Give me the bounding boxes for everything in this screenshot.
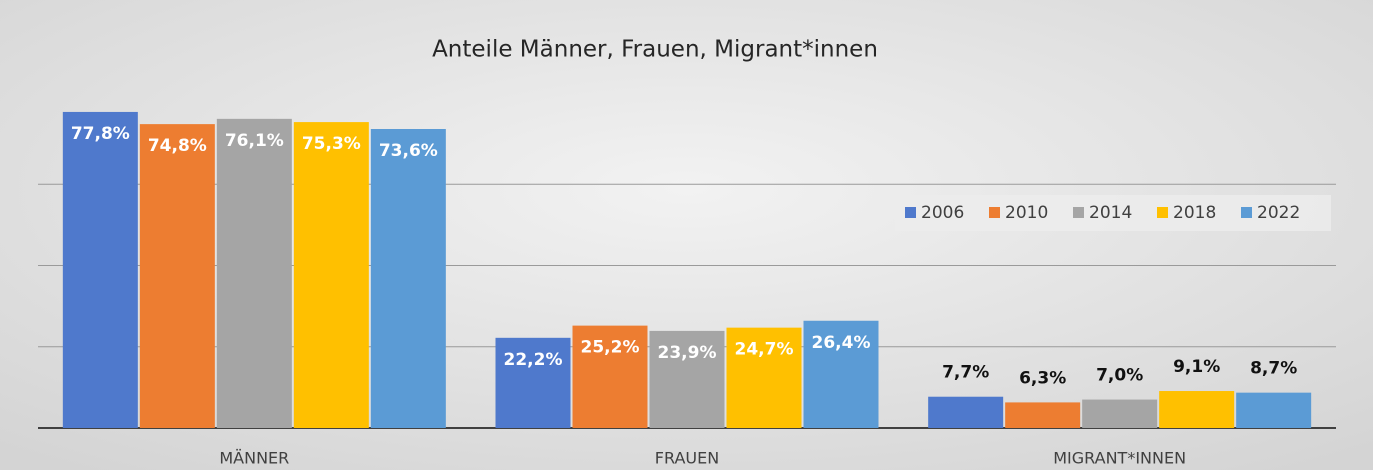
legend-label: 2010 [1005,203,1048,223]
bar [572,325,648,428]
data-label: 75,3% [302,134,361,154]
legend-label: 2006 [921,203,964,223]
data-label: 22,2% [504,350,563,370]
data-label: 74,8% [148,136,207,156]
legend-label: 2018 [1173,203,1216,223]
bar [216,118,292,428]
chart-title: Anteile Männer, Frauen, Migrant*innen [432,37,878,63]
legend-swatch [1241,207,1252,218]
legend-label: 2014 [1089,203,1132,223]
bar [1005,402,1081,428]
bar [495,337,571,428]
bar [139,124,215,428]
data-label: 6,3% [1019,368,1066,388]
data-label: 8,7% [1250,359,1297,379]
bar [1159,391,1235,428]
bar [649,330,725,428]
x-tick-label: MIGRANT*INNEN [1053,449,1186,468]
bar [1236,392,1312,428]
data-label: 76,1% [225,131,284,151]
bar [928,396,1004,428]
data-label: 73,6% [379,141,438,161]
x-tick-label: MÄNNER [219,449,289,468]
data-label: 23,9% [658,343,717,363]
data-label: 25,2% [581,338,640,358]
bar [726,327,802,428]
legend-swatch [1073,207,1084,218]
bar [62,111,138,428]
legend-swatch [1157,207,1168,218]
bar [1082,399,1158,428]
bar [370,129,446,428]
legend-label: 2022 [1257,203,1300,223]
legend-swatch [905,207,916,218]
data-label: 24,7% [735,340,794,360]
legend-swatch [989,207,1000,218]
bar [803,320,879,428]
data-label: 26,4% [812,333,871,353]
data-label: 9,1% [1173,357,1220,377]
data-label: 7,7% [942,363,989,383]
x-tick-label: FRAUEN [655,449,719,468]
data-label: 77,8% [71,124,130,144]
bar [293,122,369,428]
legend-box [895,195,1331,231]
data-label: 7,0% [1096,366,1143,386]
